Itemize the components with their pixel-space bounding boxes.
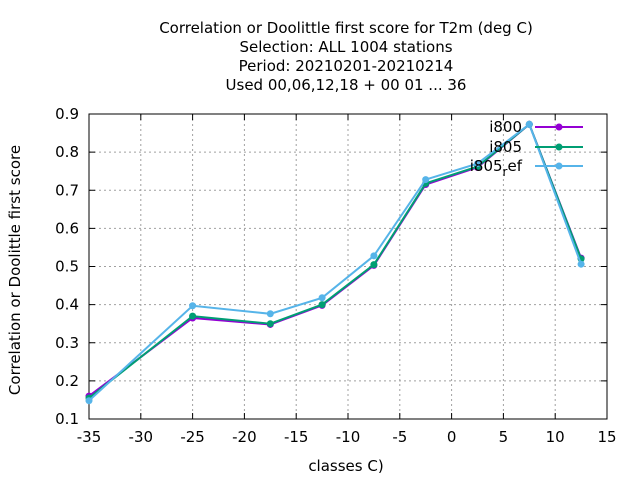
data-point-i805_ref — [422, 176, 430, 184]
legend-label: i805ref — [470, 157, 523, 179]
x-tick-label: 5 — [499, 428, 509, 446]
y-axis-label: Correlation or Doolittle first score — [6, 145, 24, 395]
legend-marker — [555, 143, 563, 151]
legend-marker — [555, 123, 563, 131]
data-point-i805_ref — [474, 160, 481, 168]
x-tick-label: -35 — [77, 428, 102, 446]
y-tick-label: 0.8 — [55, 143, 79, 161]
x-axis-label: classes C) — [308, 457, 383, 475]
grid-lines — [89, 114, 607, 419]
data-point-i805_ref — [189, 302, 197, 310]
x-tick-label: -30 — [129, 428, 154, 446]
data-point-i805_ref — [85, 397, 93, 405]
x-tick-label: 10 — [546, 428, 565, 446]
data-point-i805 — [189, 312, 197, 320]
title-line-2: Selection: ALL 1004 stations — [239, 38, 452, 56]
title-line-4: Used 00,06,12,18 + 00 01 ... 36 — [226, 76, 467, 94]
y-tick-label: 0.3 — [55, 334, 79, 352]
legend-label: i800 — [489, 118, 522, 136]
chart-title: Correlation or Doolittle first score for… — [159, 19, 533, 94]
data-point-i805 — [266, 320, 274, 328]
legend-marker — [555, 162, 563, 170]
y-tick-label: 0.6 — [55, 219, 79, 237]
y-tick-label: 0.1 — [55, 410, 79, 428]
data-point-i805_ref — [525, 120, 533, 128]
x-tick-label: -10 — [336, 428, 361, 446]
y-tick-label: 0.4 — [55, 296, 79, 314]
y-tick-label: 0.9 — [55, 105, 79, 123]
x-tick-label: -5 — [392, 428, 407, 446]
data-point-i805_ref — [577, 260, 585, 268]
data-point-i805_ref — [318, 294, 326, 302]
y-tick-label: 0.2 — [55, 372, 79, 390]
series-i805_ref — [85, 120, 585, 405]
title-line-1: Correlation or Doolittle first score for… — [159, 19, 533, 37]
legend-item-i805: i805 — [489, 138, 583, 156]
y-tick-label: 0.7 — [55, 181, 79, 199]
legend-label: i805 — [489, 138, 522, 156]
title-line-3: Period: 20210201-20210214 — [239, 57, 454, 75]
x-tick-label: 0 — [447, 428, 457, 446]
data-point-i805 — [318, 301, 326, 309]
x-axis-ticks: -35 -30 -25 -20 -15 -10 -5 0 5 10 15 — [77, 114, 617, 446]
x-tick-label: -25 — [180, 428, 205, 446]
legend-item-i800: i800 — [489, 118, 583, 136]
y-axis-ticks: 0.1 0.2 0.3 0.4 0.5 0.6 0.7 0.8 0.9 — [55, 105, 607, 428]
series-lines — [85, 120, 585, 405]
legend-item-i805_ref: i805ref — [470, 157, 583, 179]
data-point-i805_ref — [266, 310, 274, 318]
data-point-i805 — [370, 261, 378, 269]
x-tick-label: 15 — [597, 428, 616, 446]
data-point-i805_ref — [370, 252, 378, 260]
y-tick-label: 0.5 — [55, 258, 79, 276]
x-tick-label: -15 — [284, 428, 309, 446]
x-tick-label: -20 — [232, 428, 257, 446]
